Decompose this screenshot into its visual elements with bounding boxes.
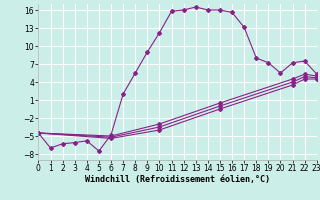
- X-axis label: Windchill (Refroidissement éolien,°C): Windchill (Refroidissement éolien,°C): [85, 175, 270, 184]
